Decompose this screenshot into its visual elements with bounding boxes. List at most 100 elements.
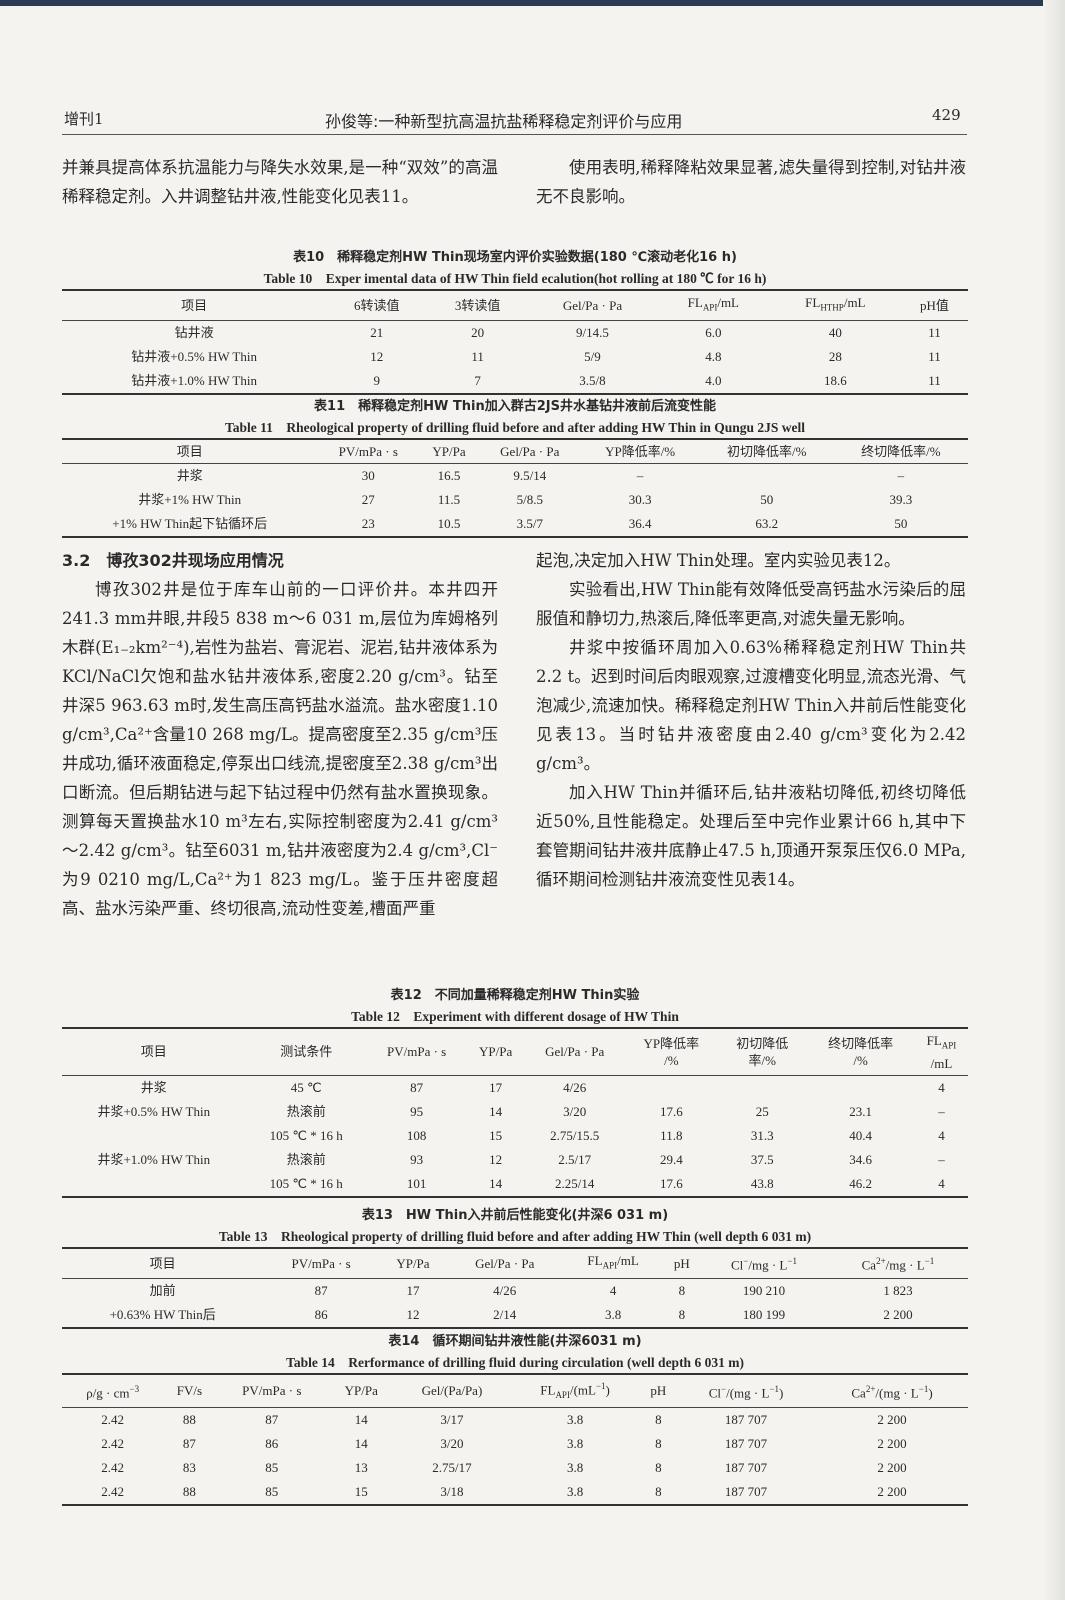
table-cell: 95 xyxy=(410,1103,424,1119)
table-13: 表13 HW Thin入井前后性能变化(井深6 031 m) Table 13 R… xyxy=(62,1205,968,1329)
table-cell: 2.42 xyxy=(101,1411,125,1427)
table-row: 钻井液+1.0% HW Thin 9 7 3.5/8 4.0 18.6 11 xyxy=(62,369,968,394)
table-cell: 14 xyxy=(354,1435,368,1451)
table-cell: 3/18 xyxy=(440,1483,464,1499)
table-cell: 18.6 xyxy=(823,372,847,388)
table-caption-cn: 表12 不同加量稀释稳定剂HW Thin实验 xyxy=(390,988,640,1003)
table-row: 钻井液+0.5% HW Thin 12 11 5/9 4.8 28 11 xyxy=(62,345,968,369)
table-cell: 187 707 xyxy=(724,1435,768,1451)
table-cell: 井浆+0.5% HW Thin xyxy=(97,1103,211,1119)
table-row: +1% HW Thin起下钻循环后 23 10.5 3.5/7 36.4 63.2 50 xyxy=(62,512,968,537)
paragraph: 井浆中按循环周加入0.63%稀释稳定剂HW Thin共2.2 t。迟到时间后肉眼… xyxy=(536,638,966,773)
data-table: 项目 测试条件 PV/mPa · s YP/Pa Gel/Pa · Pa YP降低率/% 初… xyxy=(62,1027,968,1198)
table-row: 2.42 87 86 14 3/20 3.8 8 187 707 2 200 xyxy=(62,1432,968,1456)
paragraph: 实验看出,HW Thin能有效降低受高钙盐水污染后的屈服值和静切力,热滚后,降低… xyxy=(536,580,966,628)
column-header: PV/mPa · s xyxy=(291,1255,351,1271)
column-header: 项目 xyxy=(181,297,208,313)
table-cell: – xyxy=(938,1103,945,1119)
table-cell: – xyxy=(897,468,905,483)
table-row: 井浆+0.5% HW Thin 热滚前 95 14 3/20 17.6 25 23.1 – xyxy=(62,1100,968,1124)
paragraph: 并兼具提高体系抗温能力与降失水效果,是一种“双效”的高温稀释稳定剂。入井调整钻井… xyxy=(62,158,498,206)
table-cell: 105 ℃ * 16 h xyxy=(269,1127,343,1143)
table-cell: 40.4 xyxy=(849,1127,873,1143)
right-intro: 使用表明,稀释降粘效果显著,滤失量得到控制,对钻井液无不良影响。 xyxy=(536,153,966,211)
table-cell: 105 ℃ * 16 h xyxy=(269,1175,343,1191)
table-cell: 井浆+1.0% HW Thin xyxy=(97,1151,211,1167)
column-header: Gel/(Pa/Pa) xyxy=(421,1383,483,1399)
table-cell: 23 xyxy=(361,516,375,531)
table-row: 105 ℃ * 16 h 108 15 2.75/15.5 11.8 31.3 40.4 4 xyxy=(62,1124,968,1148)
table-cell: 43.8 xyxy=(750,1175,774,1191)
table-cell: 2 200 xyxy=(877,1459,907,1475)
table-cell: +1% HW Thin起下钻循环后 xyxy=(112,516,268,531)
column-header: 初切降低率/% xyxy=(726,444,807,459)
column-header: YP/Pa xyxy=(432,444,466,459)
table-cell: 2 200 xyxy=(883,1306,913,1322)
table-cell: 15 xyxy=(489,1127,503,1143)
table-row: 2.42 88 85 15 3/18 3.8 8 187 707 2 200 xyxy=(62,1480,968,1505)
section-heading: 3.2 博孜302井现场应用情况 xyxy=(62,546,498,575)
table-row: 井浆 30 16.5 9.5/14 – – xyxy=(62,464,968,489)
table-11: 表11 稀释稳定剂HW Thin加入群古2JS井水基钻井液前后流变性能 Table… xyxy=(62,396,968,538)
table-cell: 8 xyxy=(655,1459,662,1475)
table-row: 105 ℃ * 16 h 101 14 2.25/14 17.6 43.8 46.2 4 xyxy=(62,1172,968,1197)
table-cell: 3.5/7 xyxy=(516,516,543,531)
column-header: FV/s xyxy=(176,1383,203,1399)
table-cell: 2/14 xyxy=(493,1306,517,1322)
table-cell: 3/17 xyxy=(440,1411,464,1427)
table-cell: 30 xyxy=(361,468,375,483)
column-header: pH xyxy=(650,1383,667,1399)
table-cell: 23.1 xyxy=(849,1103,873,1119)
table-cell: 14 xyxy=(489,1175,503,1191)
table-cell: – xyxy=(938,1151,945,1167)
table-cell: 2 200 xyxy=(877,1411,907,1427)
table-cell: 钻井液+0.5% HW Thin xyxy=(131,348,257,364)
table-cell: 2 200 xyxy=(877,1435,907,1451)
left-intro: 并兼具提高体系抗温能力与降失水效果,是一种“双效”的高温稀释稳定剂。入井调整钻井… xyxy=(62,153,498,211)
table-row: +0.63% HW Thin后 86 12 2/14 3.8 8 180 199 2 200 xyxy=(62,1303,968,1328)
table-cell xyxy=(700,464,834,489)
table-cell: 11 xyxy=(471,348,484,364)
table-cell: 50 xyxy=(894,516,908,531)
data-table: ρ/g · cm−3 FV/s PV/mPa · s YP/Pa Gel/(Pa/Pa)… xyxy=(62,1373,968,1506)
table-cell: 21 xyxy=(370,324,384,340)
column-header: PV/mPa · s xyxy=(338,444,398,459)
table-cell: 2.42 xyxy=(101,1435,125,1451)
table-cell: 27 xyxy=(361,492,375,507)
table-cell: 36.4 xyxy=(628,516,652,531)
table-cell: 加前 xyxy=(149,1282,176,1298)
table-caption-en: Table 11 Rheological property of drillin… xyxy=(225,420,805,435)
left-column: 3.2 博孜302井现场应用情况 博孜302井是位于库车山前的一口评价井。本井四… xyxy=(62,546,498,923)
table-cell: 11.8 xyxy=(660,1127,683,1143)
table-cell: 187 707 xyxy=(724,1483,768,1499)
column-header: FLAPI/mL xyxy=(687,295,739,313)
table-cell: 4 xyxy=(609,1282,617,1298)
table-cell: 4 xyxy=(938,1175,945,1191)
column-header: FLAPI/mL xyxy=(926,1033,957,1071)
table-cell: 2.25/14 xyxy=(554,1175,595,1191)
table-cell xyxy=(718,1075,806,1100)
table-cell: 8 xyxy=(655,1483,662,1499)
column-header: Cl−/mg · L−1 xyxy=(731,1256,797,1273)
column-header: PV/mPa · s xyxy=(242,1383,302,1399)
page-fold-shadow xyxy=(1043,0,1065,1600)
table-cell: 1 823 xyxy=(883,1282,913,1298)
table-cell: 46.2 xyxy=(849,1175,873,1191)
table-cell: 93 xyxy=(410,1151,424,1167)
table-cell: 井浆 xyxy=(140,1079,167,1095)
column-header: Cl−/(mg · L−1) xyxy=(708,1383,784,1401)
column-header: YP降低率/% xyxy=(643,1035,700,1068)
table-cell: 8 xyxy=(655,1411,662,1427)
table-row: 加前 87 17 4/26 4 8 190 210 1 823 xyxy=(62,1278,968,1303)
column-header: Ca2+/mg · L−1 xyxy=(861,1256,935,1273)
column-header: YP/Pa xyxy=(479,1044,513,1060)
table-row: 2.42 83 85 13 2.75/17 3.8 8 187 707 2 200 xyxy=(62,1456,968,1480)
table-cell: 50 xyxy=(760,492,774,507)
table-cell: 2.5/17 xyxy=(558,1151,592,1167)
table-cell: 9/14.5 xyxy=(576,324,609,340)
table-cell: 85 xyxy=(265,1483,279,1499)
running-header-title: 孙俊等:一种新型抗高温抗盐稀释稳定剂评价与应用 xyxy=(325,112,683,131)
section-title: 博孜302井现场应用情况 xyxy=(106,551,284,570)
table-cell: 14 xyxy=(354,1411,368,1427)
table-caption-cn: 表13 HW Thin入井前后性能变化(井深6 031 m) xyxy=(361,1208,669,1223)
